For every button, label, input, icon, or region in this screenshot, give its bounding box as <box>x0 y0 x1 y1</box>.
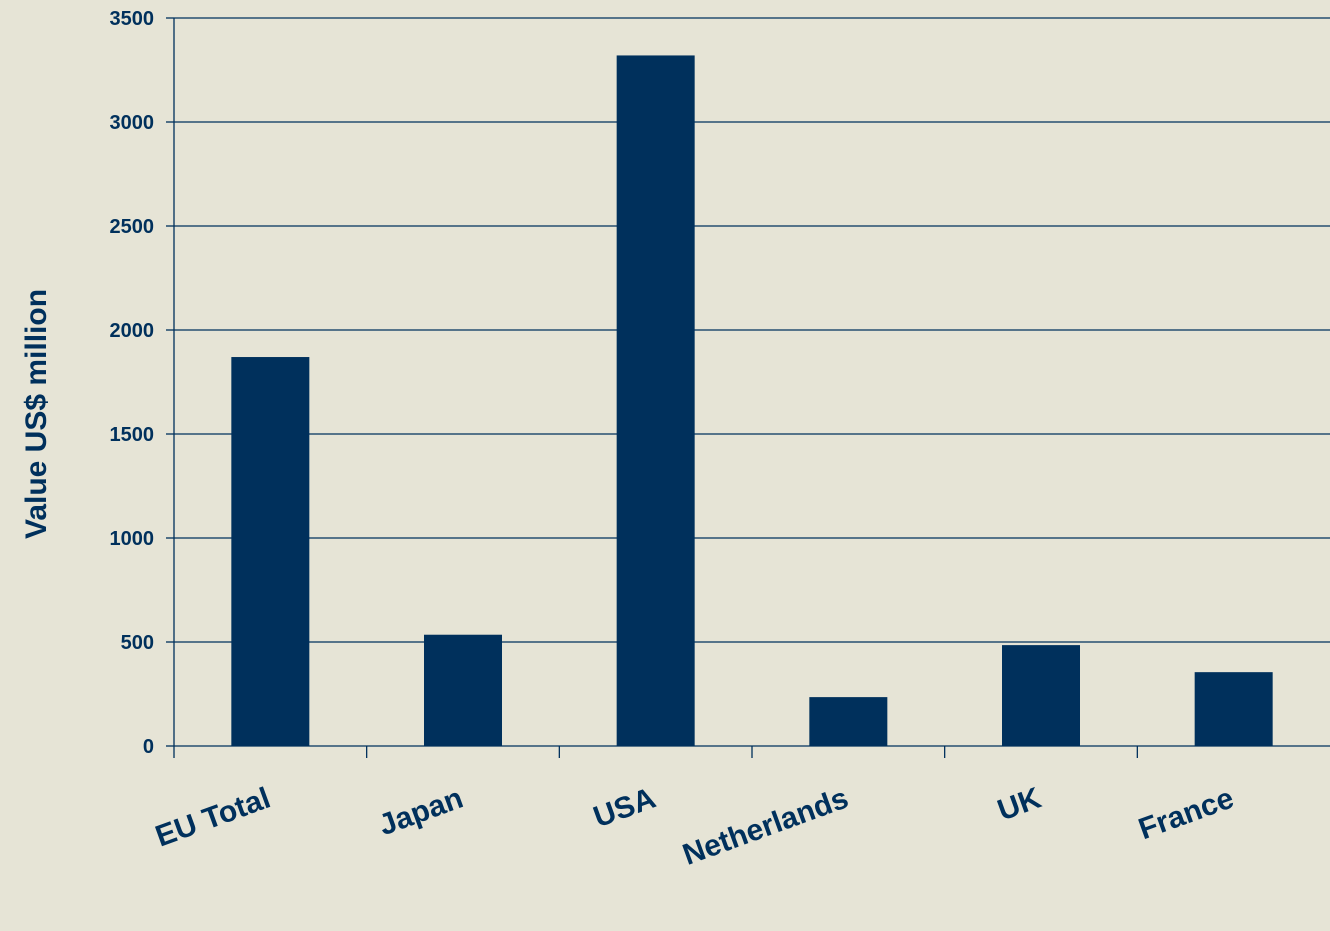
bar-netherlands <box>809 697 888 746</box>
bar-usa <box>616 55 695 746</box>
y-tick-label: 1500 <box>110 424 155 446</box>
bar-uk <box>1002 645 1080 746</box>
y-axis-ticks: 0 500 1000 1500 2000 2500 3000 3500 <box>110 8 174 758</box>
y-tick-label: 0 <box>143 736 154 758</box>
bar-japan <box>424 634 502 746</box>
y-tick-label: 2000 <box>110 320 155 342</box>
bar-france <box>1194 672 1273 746</box>
y-tick-label: 2500 <box>110 216 155 238</box>
bars <box>231 55 1273 746</box>
x-axis <box>173 18 1330 758</box>
y-axis-title: Value US$ million <box>20 289 53 539</box>
y-tick-label: 500 <box>121 632 154 654</box>
gridlines <box>174 17 1330 643</box>
y-tick-label: 1000 <box>110 528 155 550</box>
bar-eu-total <box>231 357 310 746</box>
y-tick-label: 3500 <box>110 8 155 30</box>
y-tick-label: 3000 <box>110 112 155 134</box>
